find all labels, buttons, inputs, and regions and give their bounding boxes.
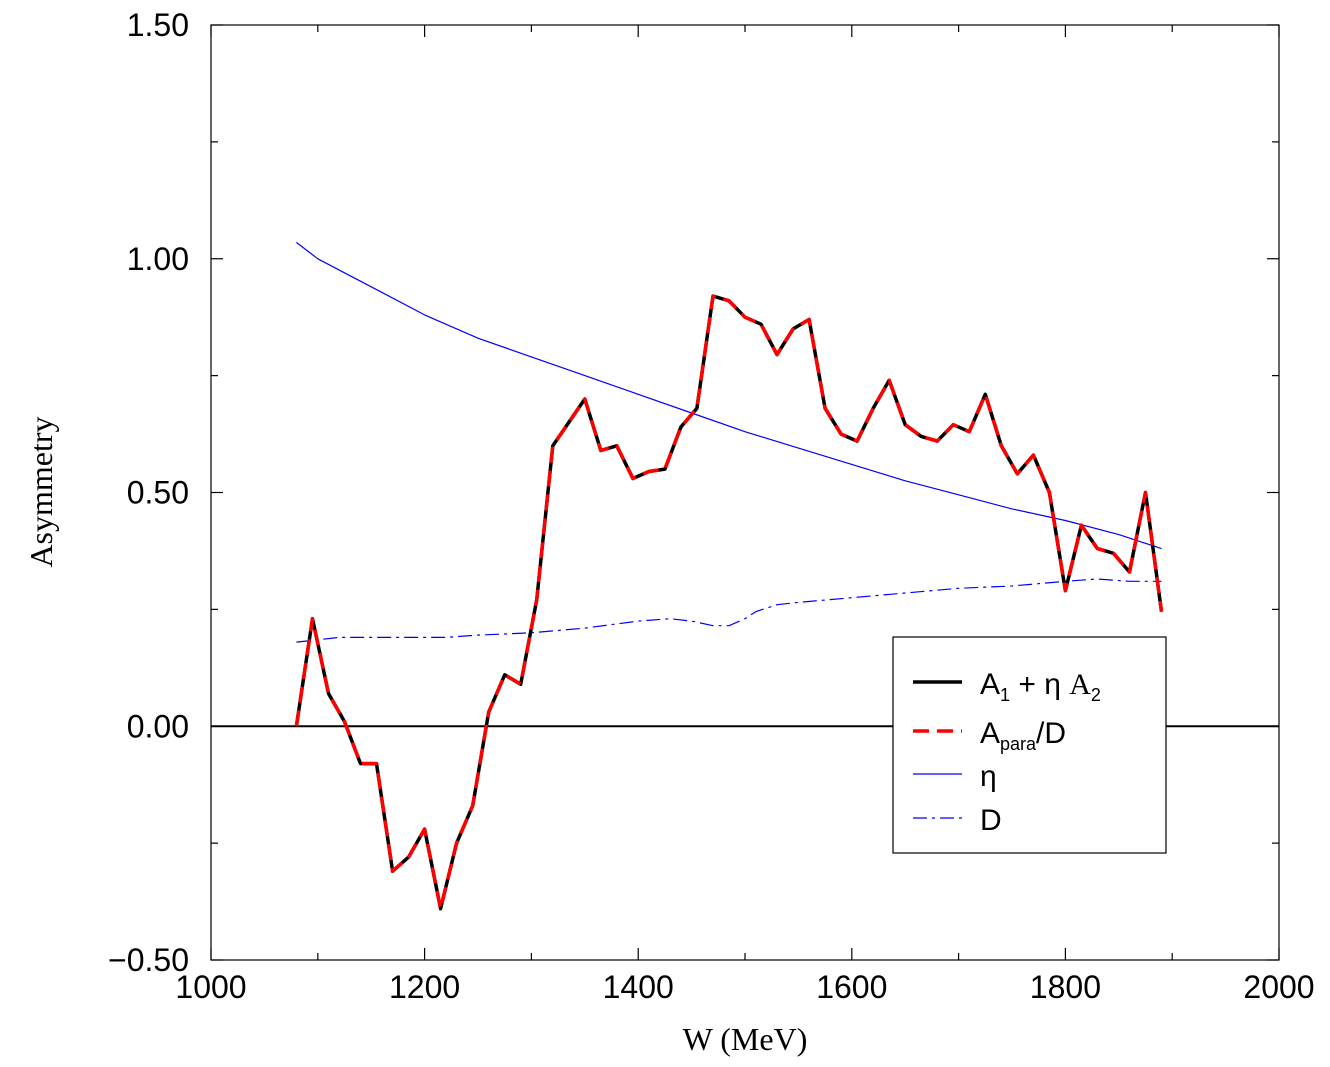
x-tick-label: 1600 bbox=[816, 969, 887, 1005]
x-tick-label: 1400 bbox=[603, 969, 674, 1005]
legend: A1 + η A2 Apara/D η D bbox=[892, 636, 1167, 854]
y-tick-label: 0.50 bbox=[127, 475, 189, 511]
x-tick-label: 1000 bbox=[175, 969, 246, 1005]
y-tick-label: −0.50 bbox=[108, 942, 189, 978]
legend-label-a1: A1 + η A2 bbox=[980, 668, 1101, 705]
legend-label-eta: η bbox=[980, 760, 997, 793]
series-layer bbox=[294, 241, 1164, 911]
x-axis-title: W (MeV) bbox=[683, 1021, 808, 1057]
series-line-eta bbox=[296, 241, 1162, 550]
tick-labels: 1000 1200 1400 1600 1800 2000 −0.50 0.00 0.50 1.0… bbox=[108, 7, 1315, 1005]
y-axis-title: Asymmetry bbox=[23, 416, 59, 567]
legend-box bbox=[892, 636, 1167, 854]
y-tick-label: 1.50 bbox=[127, 7, 189, 43]
y-tick-label: 0.00 bbox=[127, 708, 189, 744]
series-line-d bbox=[296, 578, 1162, 643]
legend-label-d: D bbox=[980, 804, 1002, 837]
legend-label-apara: Apara/D bbox=[980, 717, 1066, 754]
series-line-apara bbox=[294, 294, 1164, 911]
axis-ticks bbox=[210, 24, 1280, 961]
y-tick-label: 1.00 bbox=[127, 241, 189, 277]
x-tick-label: 1800 bbox=[1030, 969, 1101, 1005]
x-tick-label: 2000 bbox=[1243, 969, 1314, 1005]
x-tick-label: 1200 bbox=[389, 969, 460, 1005]
